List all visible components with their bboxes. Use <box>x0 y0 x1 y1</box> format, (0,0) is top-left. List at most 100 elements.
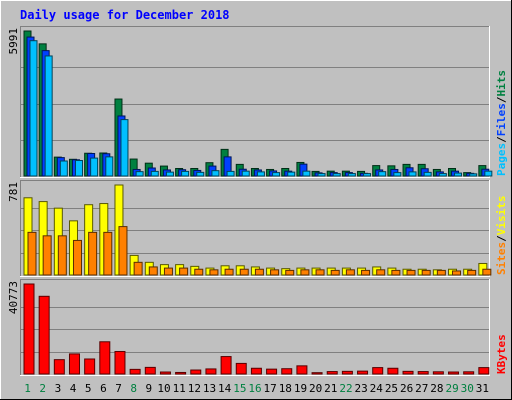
day-label: 6 <box>100 382 107 395</box>
bar-pages-day-3 <box>59 160 68 177</box>
bar-kbytes-day-3 <box>53 359 65 375</box>
bar-pages-day-10 <box>165 171 174 177</box>
day-label: 27 <box>415 382 428 395</box>
bar-kbytes-day-5 <box>84 358 96 375</box>
day-label: 3 <box>55 382 62 395</box>
bar-sites-day-22 <box>345 269 355 276</box>
bar-sites-day-11 <box>179 267 189 276</box>
bar-kbytes-day-31 <box>478 367 490 375</box>
bar-sites-day-30 <box>467 269 477 276</box>
panel-kbytes-legend: KBytes <box>495 334 508 374</box>
bar-sites-day-19 <box>300 269 310 276</box>
bar-pages-day-18 <box>287 171 296 177</box>
bar-sites-day-6 <box>103 231 113 276</box>
day-label: 2 <box>39 382 46 395</box>
day-label: 1 <box>24 382 31 395</box>
bar-kbytes-day-19 <box>296 365 308 375</box>
bar-kbytes-day-24 <box>372 367 384 375</box>
bar-sites-day-7 <box>118 226 128 276</box>
bar-kbytes-day-8 <box>129 368 141 375</box>
bar-sites-day-13 <box>209 269 219 276</box>
bar-pages-day-9 <box>150 170 159 177</box>
bar-kbytes-day-22 <box>341 370 353 375</box>
panel-visits: 781 Sites/Visits <box>7 180 508 277</box>
bar-kbytes-day-14 <box>220 356 232 375</box>
bar-sites-day-27 <box>421 269 431 276</box>
legend-files: Files <box>495 103 508 136</box>
bar-kbytes-day-2 <box>38 295 50 375</box>
bar-pages-day-6 <box>105 156 114 177</box>
day-label: 25 <box>385 382 398 395</box>
panel-kbytes: 40773 KBytes <box>7 279 508 376</box>
day-label: 7 <box>115 382 122 395</box>
legend-sites: Sites <box>495 242 508 275</box>
bar-kbytes-day-4 <box>68 353 80 375</box>
bar-sites-day-3 <box>57 235 67 276</box>
bar-kbytes-day-13 <box>205 368 217 375</box>
bar-sites-day-31 <box>482 268 492 276</box>
day-label: 14 <box>218 382 232 395</box>
bar-kbytes-day-29 <box>448 371 460 375</box>
bar-pages-day-27 <box>423 171 432 177</box>
bar-sites-day-18 <box>285 269 295 276</box>
bar-pages-day-29 <box>454 172 463 177</box>
bar-pages-day-14 <box>226 170 235 177</box>
day-label: 26 <box>400 382 413 395</box>
day-label: 17 <box>264 382 277 395</box>
panel-hits-legend: Pages/Files/Hits <box>495 70 508 176</box>
bar-pages-day-16 <box>256 171 265 177</box>
bar-kbytes-day-16 <box>250 367 262 375</box>
bar-pages-day-5 <box>90 157 99 177</box>
day-label: 20 <box>309 382 322 395</box>
bar-pages-day-17 <box>272 172 281 177</box>
bar-kbytes-day-1 <box>23 283 35 375</box>
legend-separator: / <box>495 136 508 143</box>
bar-sites-day-12 <box>194 268 204 276</box>
bar-sites-day-21 <box>330 269 340 276</box>
bar-pages-day-12 <box>196 171 205 177</box>
bar-kbytes-day-20 <box>311 372 323 375</box>
bar-pages-day-20 <box>317 173 326 177</box>
legend-separator: / <box>495 235 508 242</box>
panel-hits-area <box>20 26 490 178</box>
bar-sites-day-29 <box>452 270 462 276</box>
bar-sites-day-24 <box>376 269 386 276</box>
bar-pages-day-13 <box>211 170 220 177</box>
bar-pages-day-11 <box>181 170 190 177</box>
panel-kbytes-area <box>20 279 490 376</box>
bar-kbytes-day-25 <box>387 367 399 375</box>
bar-sites-day-14 <box>224 268 234 276</box>
day-label: 29 <box>445 382 458 395</box>
bar-kbytes-day-17 <box>266 368 278 375</box>
panel-visits-max-label: 781 <box>7 182 20 202</box>
legend-hits: Hits <box>495 70 508 97</box>
bar-sites-day-2 <box>42 235 52 276</box>
bar-pages-day-4 <box>74 160 83 177</box>
bar-kbytes-day-30 <box>463 371 475 375</box>
bar-kbytes-day-10 <box>159 371 171 375</box>
bar-kbytes-day-26 <box>402 370 414 375</box>
legend-visits: Visits <box>495 196 508 236</box>
day-label: 9 <box>146 382 153 395</box>
panel-hits-max-label: 5991 <box>7 28 20 55</box>
bar-kbytes-day-23 <box>357 370 369 375</box>
day-label: 19 <box>294 382 307 395</box>
bar-pages-day-15 <box>241 170 250 177</box>
panel-kbytes-max-label: 40773 <box>7 281 20 314</box>
bar-pages-day-22 <box>347 173 356 177</box>
day-label: 12 <box>188 382 201 395</box>
bar-sites-day-23 <box>361 269 371 276</box>
legend-kbytes: KBytes <box>495 334 508 374</box>
bar-pages-day-23 <box>363 173 372 177</box>
bar-pages-day-26 <box>408 171 417 177</box>
bar-kbytes-day-6 <box>99 341 111 375</box>
day-label: 16 <box>248 382 261 395</box>
day-label: 30 <box>461 382 474 395</box>
day-label: 22 <box>339 382 352 395</box>
day-label: 10 <box>157 382 170 395</box>
day-label: 11 <box>173 382 186 395</box>
day-label: 4 <box>70 382 77 395</box>
bar-kbytes-day-27 <box>417 371 429 375</box>
